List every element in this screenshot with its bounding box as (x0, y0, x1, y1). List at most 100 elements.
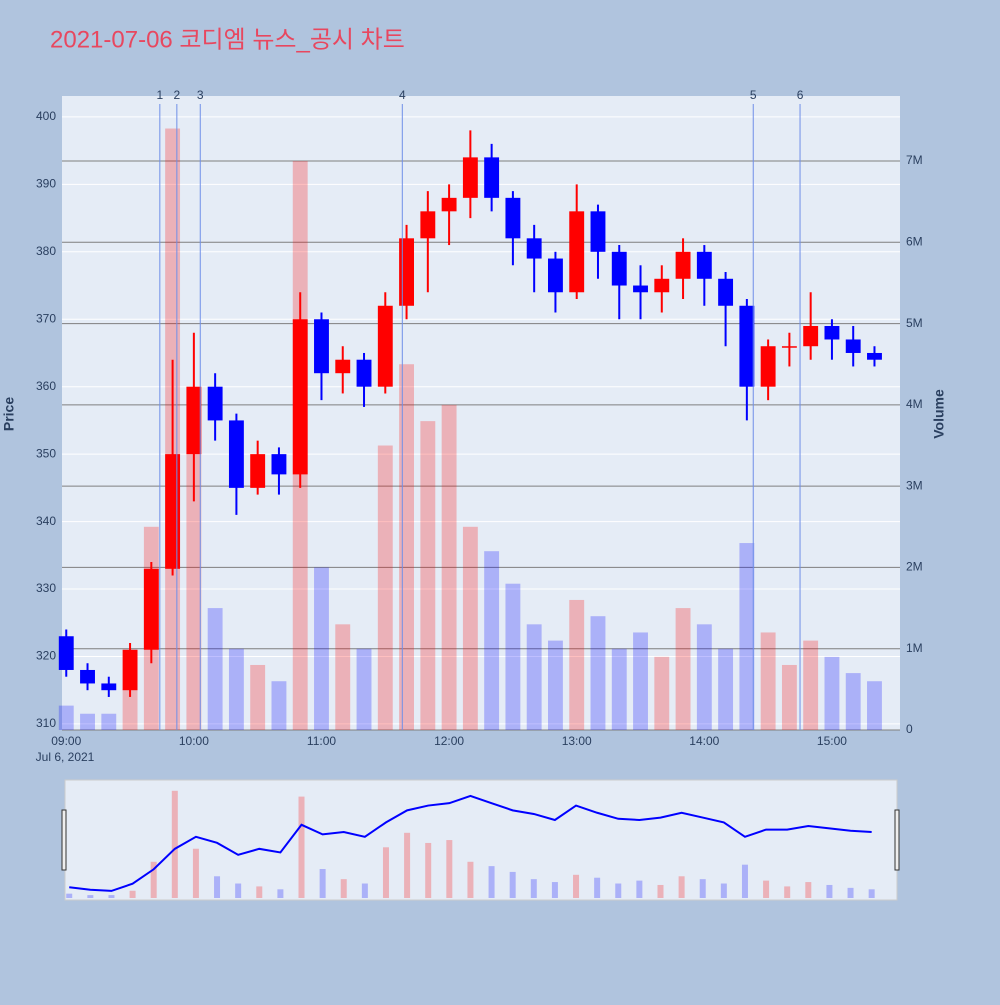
x-tick-label: 14:00 (689, 734, 719, 748)
volume-bar (228, 648, 244, 730)
y2-tick-label: 4M (906, 397, 923, 411)
mini-volume-bar (467, 861, 474, 898)
y2-tick-label: 2M (906, 560, 923, 574)
y-tick-label: 320 (36, 649, 56, 663)
mini-volume-bar (340, 879, 347, 898)
candle-body (739, 305, 755, 387)
candle-body (377, 305, 393, 387)
candle-body (505, 197, 521, 239)
volume-bar (654, 656, 670, 730)
y-tick-label: 340 (36, 514, 56, 528)
volume-bar (250, 664, 266, 730)
mini-volume-bar (404, 832, 411, 898)
volume-bar (781, 664, 797, 730)
event-label: 2 (174, 88, 181, 102)
y2-tick-label: 3M (906, 478, 923, 492)
mini-volume-bar (657, 884, 664, 898)
mini-volume-bar (66, 893, 73, 898)
y-tick-label: 380 (36, 244, 56, 258)
volume-bar (186, 453, 202, 730)
volume-bar (207, 608, 223, 730)
mini-volume-bar (256, 886, 263, 898)
x-tick-label: 10:00 (179, 734, 209, 748)
mini-volume-bar (847, 887, 854, 898)
range-handle[interactable] (61, 809, 67, 871)
y-tick-label: 310 (36, 716, 56, 730)
candle-body (420, 211, 436, 239)
mini-volume-bar (784, 886, 791, 898)
event-label: 6 (797, 88, 804, 102)
candle-body (356, 359, 372, 387)
candle-body (526, 238, 542, 259)
candle-body (867, 352, 882, 360)
mini-volume-bar (741, 864, 748, 898)
volume-bar (590, 616, 606, 730)
volume-bar (101, 713, 117, 730)
volume-bar (526, 624, 542, 730)
x-tick-label: 12:00 (434, 734, 464, 748)
candle-body (250, 454, 266, 488)
volume-bar (58, 705, 74, 730)
candle-body (314, 319, 329, 374)
mini-volume-bar (573, 874, 580, 898)
candle-body (569, 211, 585, 293)
candle-body (675, 251, 691, 279)
range-handle[interactable] (894, 809, 900, 871)
candle-body (803, 325, 819, 347)
candle-body (186, 386, 202, 455)
mini-volume-bar (826, 884, 833, 898)
volume-bar (441, 404, 457, 730)
candle-body (462, 157, 478, 198)
candle-body (80, 669, 95, 684)
mini-volume-bar (615, 883, 622, 898)
y-tick-label: 330 (36, 581, 56, 595)
mini-volume-bar (87, 895, 94, 898)
candle-body (781, 346, 797, 348)
volume-bar (271, 681, 287, 730)
x-tick-label: 11:00 (307, 734, 336, 748)
volume-bar (760, 632, 776, 730)
mini-volume-bar (509, 871, 516, 898)
candle-body (271, 454, 287, 475)
mini-volume-bar (868, 889, 875, 898)
mini-volume-bar (551, 882, 558, 898)
mini-volume-bar (763, 880, 770, 898)
mini-volume-bar (678, 876, 685, 898)
candle-body (696, 251, 712, 279)
candle-body (335, 359, 351, 374)
volume-bar (845, 673, 861, 730)
mini-close-line (69, 794, 872, 892)
mini-volume-bar (805, 882, 812, 898)
mini-volume-bar (446, 840, 453, 898)
volume-bar (420, 421, 436, 730)
mini-volume-bar (108, 895, 115, 898)
volume-bar (484, 551, 500, 730)
mini-volume-bar (192, 848, 199, 898)
candle-body (58, 636, 74, 670)
mini-volume-bar (425, 842, 432, 898)
candle-body (143, 568, 159, 650)
volume-bar (377, 445, 393, 730)
volume-bar (335, 624, 351, 730)
candle-body (633, 285, 648, 293)
x-tick-label: 13:00 (562, 734, 592, 748)
candle-body (718, 278, 734, 306)
y2-tick-label: 0 (906, 722, 913, 736)
candle-body (292, 319, 308, 475)
mini-volume-bar (361, 883, 368, 898)
volume-bar (633, 632, 648, 730)
mini-volume-bar (488, 866, 495, 898)
volume-bar (824, 656, 840, 730)
event-label: 5 (750, 88, 757, 102)
volume-bar (399, 364, 415, 730)
y2-tick-label: 1M (906, 641, 923, 655)
plot-area (62, 96, 900, 730)
y-tick-label: 350 (36, 446, 56, 460)
volume-bar (675, 608, 691, 730)
candle-body (228, 420, 244, 488)
volume-bar (462, 526, 478, 730)
volume-bar (505, 583, 521, 730)
x-date-label: Jul 6, 2021 (36, 750, 95, 764)
candle-body (760, 346, 776, 387)
